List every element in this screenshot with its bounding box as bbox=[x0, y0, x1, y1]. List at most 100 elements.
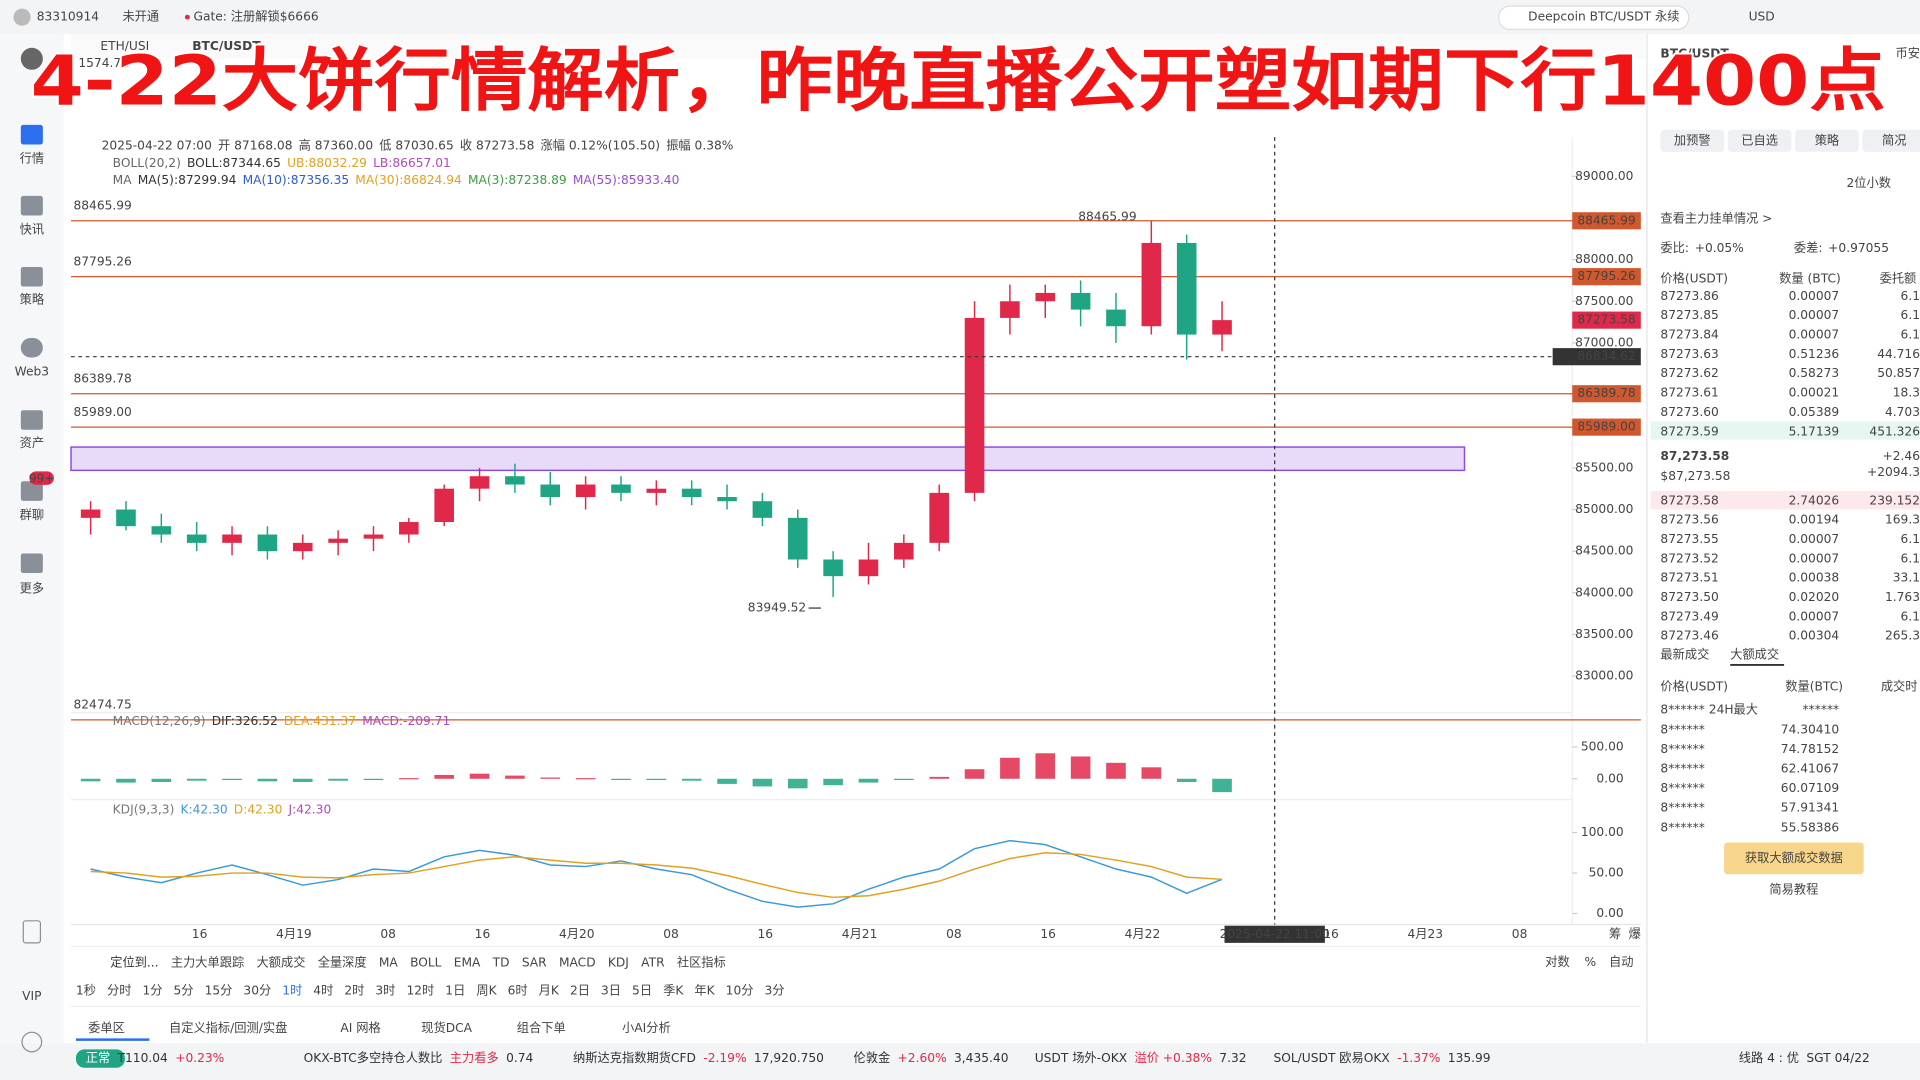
book-cell: 6.1 bbox=[1901, 308, 1920, 322]
x-tick-label: 4月23 bbox=[1408, 927, 1444, 941]
book-cell: 0.02020 bbox=[1789, 590, 1840, 604]
high-label: 88465.99 bbox=[1078, 210, 1136, 224]
macd-bar bbox=[1141, 767, 1162, 779]
mid-change: +2094.3 bbox=[1867, 465, 1920, 479]
icon[interactable] bbox=[20, 410, 43, 430]
fetch-button[interactable] bbox=[1724, 842, 1864, 875]
ohlc-info: 高 87360.00 bbox=[299, 137, 374, 152]
boll-info-row: BOLL(20,2) BOLL:87344.65 UB:88032.29 LB:866… bbox=[113, 155, 451, 169]
macd-bar bbox=[222, 778, 242, 781]
sidebar-item: 群聊 bbox=[20, 508, 44, 522]
scale-option: 自动 bbox=[1609, 955, 1633, 969]
boll-info: UB:88032.29 bbox=[287, 155, 367, 169]
candle-body bbox=[858, 559, 879, 577]
kdj-line bbox=[90, 851, 1223, 899]
book-cell: 87273.56 bbox=[1660, 513, 1719, 527]
icon[interactable] bbox=[20, 481, 43, 501]
crosshair-price: 86834.62 bbox=[1577, 349, 1635, 363]
y-tick-label: 0.00 bbox=[1596, 906, 1623, 920]
status-item: T110.04 bbox=[117, 1050, 168, 1064]
icon[interactable] bbox=[20, 47, 43, 70]
macd-bar bbox=[1070, 756, 1091, 779]
indicator: 社区指标 bbox=[677, 954, 726, 969]
status-item-row: 纳斯达克指数期货CFD -2.19% 17,920.750 bbox=[573, 1049, 824, 1064]
ma-info: MA bbox=[113, 173, 133, 187]
kdj-label: D:42.30 bbox=[234, 802, 283, 816]
icon[interactable] bbox=[20, 124, 43, 145]
book-cell: 0.58273 bbox=[1789, 366, 1840, 380]
timeframe: 季K bbox=[663, 983, 684, 997]
icon[interactable] bbox=[20, 553, 43, 574]
macd-bar bbox=[505, 775, 525, 779]
macd-header: MACD(12,26,9) DIF:326.52 DEA:431.37 MACD:-2… bbox=[113, 714, 451, 728]
icon[interactable] bbox=[20, 195, 43, 216]
button[interactable] bbox=[1660, 129, 1725, 152]
icon[interactable] bbox=[20, 337, 43, 358]
candle-body bbox=[1070, 292, 1091, 310]
candle-body bbox=[575, 484, 596, 498]
icon[interactable] bbox=[21, 1031, 43, 1053]
timeframe: 1分 bbox=[142, 983, 162, 997]
timeframe-row: 1秒 分时 1分 5分 15分 30分 1时 4时 2时 3时 12时 1日 周K 6时 月K 2日 3日 5日季… bbox=[76, 983, 785, 997]
book-cell: 87273.85 bbox=[1660, 308, 1718, 322]
status-item: +2.60% bbox=[898, 1050, 947, 1064]
level-label: 82474.75 bbox=[73, 698, 131, 712]
trade-header: 价格(USDT) bbox=[1660, 678, 1728, 693]
level-tag-text: 87795.26 bbox=[1577, 269, 1636, 283]
ohlc-info: 低 87030.65 bbox=[379, 138, 454, 152]
indicator-row: 定位到... 主力大单跟踪 大额成交 全量深度 MA BOLL EMA TD SAR MACD KD… bbox=[110, 954, 726, 969]
candle-body bbox=[186, 534, 207, 543]
macd-label: DEA:431.37 bbox=[284, 714, 356, 728]
bottom-tab: 组合下单 bbox=[517, 1020, 566, 1035]
level-tag bbox=[1572, 385, 1641, 403]
macd-bar bbox=[1176, 778, 1197, 782]
candle-body bbox=[328, 538, 348, 543]
button[interactable] bbox=[1795, 129, 1859, 152]
macd-label: MACD:-209.71 bbox=[362, 714, 450, 728]
search-box[interactable] bbox=[1498, 5, 1690, 30]
icon[interactable] bbox=[20, 266, 43, 287]
book-cell: 0.00007 bbox=[1789, 609, 1840, 623]
level-label: 86389.78 bbox=[73, 372, 131, 386]
crosshair-time-tag bbox=[1224, 925, 1325, 943]
status-item: 纳斯达克指数期货CFD bbox=[573, 1049, 696, 1064]
x-tick-label: 16 bbox=[1040, 927, 1056, 941]
overlay-title: 4-22大饼行情解析，昨晚直播公开塑如期下行1400点 bbox=[31, 42, 1886, 122]
ma-info: MA(5):87299.94 bbox=[138, 173, 237, 187]
x-tick-label: 08 bbox=[380, 927, 396, 941]
low-label: 83949.52 bbox=[748, 601, 806, 615]
macd-bar bbox=[1106, 762, 1126, 779]
ohlc-info: 收 87273.58 bbox=[460, 138, 535, 152]
book-cell: 0.51236 bbox=[1789, 347, 1840, 361]
button[interactable] bbox=[1862, 129, 1920, 152]
trade-cell: 60.07109 bbox=[1781, 781, 1839, 795]
panel-button: 加预警 bbox=[1674, 132, 1711, 147]
bottom-tab: 现货DCA bbox=[421, 1020, 472, 1035]
timeframe: 5分 bbox=[174, 983, 194, 997]
macd-bar bbox=[575, 778, 596, 780]
y-tick-label: 84500.00 bbox=[1575, 544, 1633, 558]
row-highlight bbox=[1650, 421, 1920, 440]
status-item: 伦敦金 bbox=[853, 1049, 890, 1064]
macd-bar bbox=[292, 778, 313, 782]
ohlc-info: 2025-04-22 07:00 bbox=[102, 138, 212, 152]
status-item-row: 伦敦金 +2.60% 3,435.40 bbox=[853, 1049, 1008, 1064]
boll-info: BOLL:87344.65 bbox=[187, 155, 281, 169]
book-cell: 50.857 bbox=[1877, 366, 1920, 380]
ratio-label: 委比: bbox=[1660, 241, 1689, 255]
mid-change: +2.46 bbox=[1883, 449, 1920, 463]
indicator: EMA bbox=[454, 955, 481, 969]
book-cell: 87273.51 bbox=[1660, 571, 1718, 585]
candle-body bbox=[929, 492, 949, 543]
book-cell: 87273.61 bbox=[1660, 386, 1718, 400]
trade-cell: 8****** bbox=[1660, 801, 1705, 815]
trade-cell: 74.78152 bbox=[1781, 742, 1839, 756]
macd-bar bbox=[399, 778, 419, 780]
timeframe: 2日 bbox=[570, 983, 590, 997]
icon[interactable] bbox=[22, 920, 42, 944]
macd-bar bbox=[116, 778, 136, 783]
button[interactable] bbox=[1727, 129, 1792, 152]
level-tag-text: 85989.00 bbox=[1577, 420, 1635, 434]
level-tag bbox=[1572, 212, 1641, 230]
status-item: SGT 04/22 bbox=[1806, 1050, 1869, 1064]
